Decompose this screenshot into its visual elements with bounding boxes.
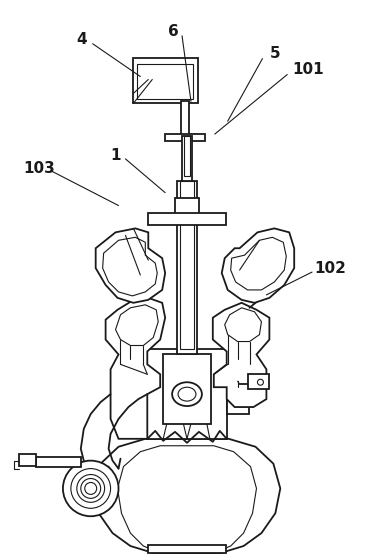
- Ellipse shape: [178, 387, 196, 401]
- Text: 4: 4: [76, 32, 86, 48]
- Bar: [163, 354, 211, 424]
- Ellipse shape: [172, 382, 202, 406]
- Text: 5: 5: [269, 46, 280, 61]
- Polygon shape: [96, 229, 165, 303]
- Bar: [180, 181, 194, 349]
- Polygon shape: [222, 229, 294, 303]
- Circle shape: [63, 461, 119, 516]
- Bar: [177, 181, 197, 354]
- Bar: [148, 545, 226, 553]
- Bar: [19, 454, 36, 466]
- Polygon shape: [105, 298, 165, 439]
- Text: 103: 103: [23, 162, 55, 176]
- Bar: [148, 214, 226, 225]
- Bar: [36, 457, 81, 467]
- Text: 101: 101: [292, 62, 324, 77]
- Circle shape: [257, 379, 263, 385]
- Bar: [248, 375, 269, 389]
- Text: 1: 1: [111, 149, 121, 163]
- Bar: [134, 58, 198, 103]
- Bar: [147, 349, 227, 439]
- Bar: [175, 198, 199, 215]
- Bar: [184, 136, 190, 176]
- Polygon shape: [213, 303, 269, 407]
- Bar: [137, 64, 193, 100]
- Text: 6: 6: [168, 25, 179, 39]
- Bar: [182, 136, 192, 181]
- Bar: [165, 134, 205, 141]
- Polygon shape: [94, 439, 280, 553]
- Bar: [227, 354, 249, 414]
- Text: 102: 102: [314, 260, 346, 276]
- Circle shape: [71, 468, 111, 508]
- Bar: [181, 101, 189, 136]
